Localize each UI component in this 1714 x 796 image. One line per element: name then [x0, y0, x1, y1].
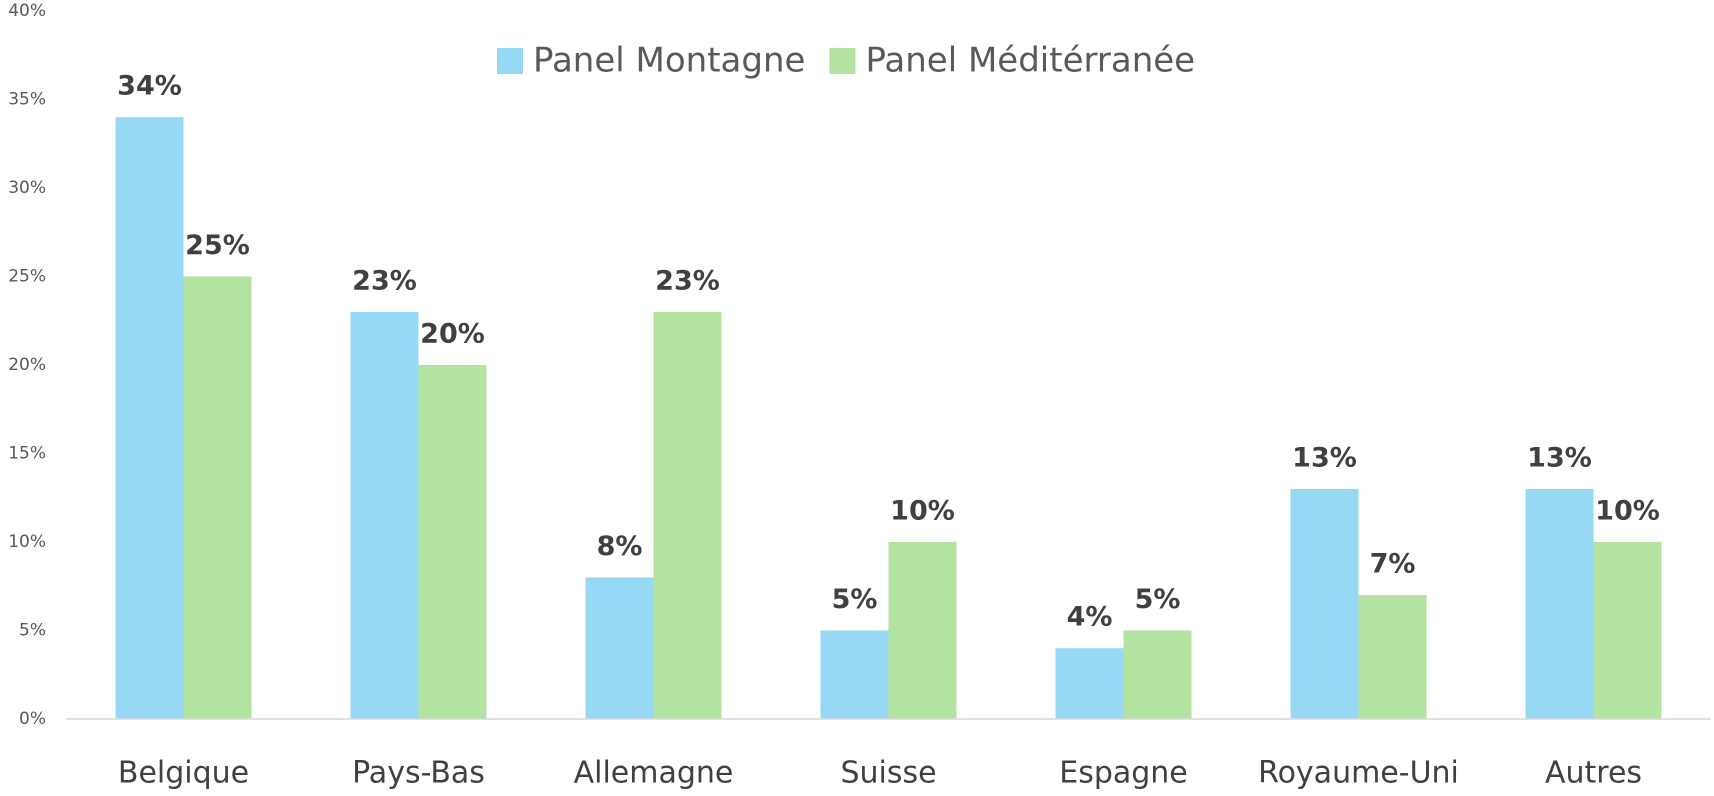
- data-label: 10%: [890, 496, 955, 527]
- bar: [585, 577, 654, 719]
- y-tick-label: 10%: [8, 532, 46, 552]
- x-tick-label: Allemagne: [574, 756, 734, 791]
- bar: [1055, 648, 1124, 719]
- bar: [820, 630, 889, 719]
- data-label: 13%: [1292, 442, 1357, 473]
- data-label: 20%: [420, 319, 485, 350]
- data-label: 34%: [117, 71, 182, 102]
- x-tick-label: Belgique: [118, 756, 249, 791]
- data-label: 4%: [1067, 602, 1113, 633]
- data-label: 5%: [1135, 584, 1181, 615]
- y-tick-label: 5%: [19, 621, 46, 641]
- data-label: 10%: [1595, 496, 1660, 527]
- y-tick-label: 20%: [8, 355, 46, 375]
- x-tick-label: Pays-Bas: [352, 756, 485, 791]
- bar: [350, 311, 419, 719]
- y-tick-label: 25%: [8, 267, 46, 287]
- x-tick-label: Autres: [1545, 756, 1642, 791]
- bar: [1123, 630, 1192, 719]
- y-tick-label: 0%: [19, 709, 46, 729]
- data-label: 5%: [832, 584, 878, 615]
- data-label: 13%: [1527, 442, 1592, 473]
- y-tick-label: 35%: [8, 90, 46, 110]
- data-label: 25%: [185, 230, 250, 261]
- bar: [1593, 542, 1662, 719]
- data-label: 7%: [1370, 549, 1416, 580]
- data-label: 8%: [597, 531, 643, 562]
- data-label: 23%: [655, 265, 720, 296]
- bar: [1525, 488, 1594, 719]
- bar: [1290, 488, 1359, 719]
- y-tick-label: 15%: [8, 444, 46, 464]
- y-tick-label: 30%: [8, 178, 46, 198]
- bar: [1358, 595, 1427, 719]
- x-tick-label: Espagne: [1059, 756, 1188, 791]
- bar: [888, 542, 957, 719]
- legend-swatch: [829, 48, 856, 74]
- legend-label: Panel Montagne: [533, 41, 805, 81]
- x-tick-label: Suisse: [840, 756, 936, 791]
- bar: [653, 311, 722, 719]
- x-tick-label: Royaume-Uni: [1258, 756, 1459, 791]
- y-tick-label: 40%: [8, 1, 46, 21]
- bar: [115, 117, 184, 719]
- bar: [183, 276, 252, 719]
- legend-swatch: [497, 48, 523, 74]
- data-label: 23%: [352, 265, 417, 296]
- bar: [418, 365, 487, 719]
- legend-label: Panel Méditérranée: [865, 41, 1195, 81]
